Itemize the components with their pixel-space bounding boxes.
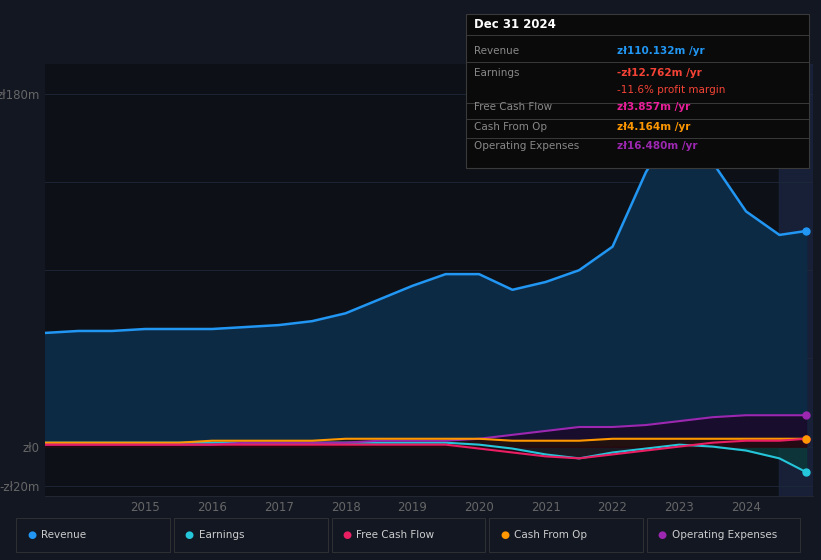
Text: Revenue: Revenue [41, 530, 86, 540]
Text: Cash From Op: Cash From Op [514, 530, 587, 540]
Bar [779, 64, 813, 496]
Text: -11.6% profit margin: -11.6% profit margin [617, 85, 726, 95]
Text: Operating Expenses: Operating Expenses [474, 141, 579, 151]
Text: zł3.857m /yr: zł3.857m /yr [617, 102, 690, 113]
Text: ●: ● [500, 530, 509, 540]
Text: ●: ● [658, 530, 667, 540]
Text: zł16.480m /yr: zł16.480m /yr [617, 141, 698, 151]
Text: ●: ● [342, 530, 351, 540]
Text: Earnings: Earnings [474, 68, 519, 78]
Text: ●: ● [185, 530, 194, 540]
Text: Free Cash Flow: Free Cash Flow [474, 102, 552, 113]
Text: ●: ● [27, 530, 36, 540]
Text: -zł12.762m /yr: -zł12.762m /yr [617, 68, 702, 78]
Text: Revenue: Revenue [474, 45, 519, 55]
Text: zł110.132m /yr: zł110.132m /yr [617, 45, 705, 55]
Text: Earnings: Earnings [199, 530, 244, 540]
Text: Cash From Op: Cash From Op [474, 122, 547, 132]
Text: Dec 31 2024: Dec 31 2024 [474, 18, 556, 31]
Text: zł4.164m /yr: zł4.164m /yr [617, 122, 690, 132]
Text: Free Cash Flow: Free Cash Flow [356, 530, 434, 540]
Text: Operating Expenses: Operating Expenses [672, 530, 777, 540]
